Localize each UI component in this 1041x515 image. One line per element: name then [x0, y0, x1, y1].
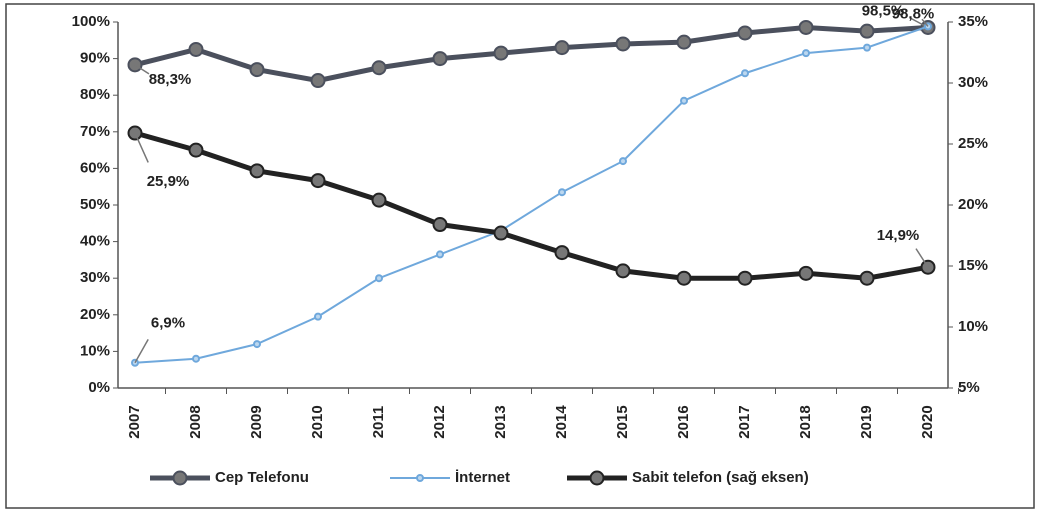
y-tick-label: 70% — [80, 123, 110, 140]
label-leader — [134, 132, 149, 163]
point — [737, 25, 753, 41]
point — [615, 263, 631, 279]
series-line — [134, 24, 929, 84]
point — [436, 250, 444, 259]
point — [371, 60, 387, 76]
x-tick-label: 2014 — [553, 405, 570, 439]
y-tick-label: 20% — [80, 306, 110, 323]
point — [432, 51, 448, 67]
y-tick-label: 10% — [80, 342, 110, 359]
y-tick-label: 0% — [88, 379, 110, 396]
point — [676, 34, 692, 50]
y-tick-label: 30% — [80, 269, 110, 286]
point — [314, 312, 322, 321]
y-tick-label: 40% — [80, 233, 110, 250]
x-tick-label: 2018 — [797, 405, 814, 438]
point — [802, 49, 810, 58]
x-tick-label: 2017 — [736, 405, 753, 438]
point — [493, 45, 509, 61]
point — [558, 188, 566, 197]
x-tick-label: 2008 — [187, 405, 204, 438]
point — [554, 245, 570, 261]
data-label: 88,3% — [149, 71, 192, 88]
x-tick-label: 2016 — [675, 405, 692, 438]
legend-marker — [589, 470, 605, 486]
x-tick-label: 2013 — [492, 405, 509, 438]
y2-tick-label: 30% — [958, 74, 988, 91]
y-tick-label: 80% — [80, 86, 110, 103]
label-leader — [915, 248, 929, 268]
point — [741, 69, 749, 78]
data-label: 25,9% — [147, 173, 190, 190]
chart-border — [5, 3, 1035, 509]
x-tick-label: 2019 — [858, 405, 875, 438]
point — [310, 73, 326, 89]
legend-label: İnternet — [455, 469, 510, 486]
x-tick-label: 2020 — [919, 405, 936, 438]
x-tick-label: 2015 — [614, 405, 631, 438]
data-label: 98,5% — [862, 2, 905, 19]
point — [676, 270, 692, 286]
data-label: 14,9% — [877, 227, 920, 244]
y-tick-label: 50% — [80, 196, 110, 213]
point — [249, 163, 265, 179]
point — [798, 265, 814, 281]
point — [554, 40, 570, 56]
y-tick-label: 60% — [80, 159, 110, 176]
point — [192, 354, 200, 363]
point — [375, 274, 383, 283]
y2-tick-label: 35% — [958, 13, 988, 30]
y2-tick-label: 25% — [958, 135, 988, 152]
point — [188, 142, 204, 158]
y2-tick-label: 10% — [958, 318, 988, 335]
point — [619, 157, 627, 166]
x-tick-label: 2011 — [370, 406, 387, 439]
point — [859, 270, 875, 286]
point — [432, 217, 448, 233]
label-leader — [134, 64, 150, 75]
x-tick-label: 2010 — [309, 405, 326, 438]
point — [680, 96, 688, 105]
y2-tick-label: 15% — [958, 257, 988, 274]
point — [249, 62, 265, 78]
legend-marker — [416, 474, 424, 482]
point — [188, 41, 204, 57]
label-leader — [134, 338, 149, 364]
x-tick-label: 2009 — [248, 405, 265, 438]
x-tick-label: 2012 — [431, 405, 448, 438]
point — [859, 23, 875, 39]
data-label: 6,9% — [151, 315, 185, 332]
y-tick-label: 90% — [80, 50, 110, 67]
point — [615, 36, 631, 52]
legend-label: Sabit telefon (sağ eksen) — [632, 469, 809, 486]
point — [493, 225, 509, 241]
y2-tick-label: 5% — [958, 379, 980, 396]
point — [253, 340, 261, 349]
label-leader — [921, 18, 929, 27]
point — [737, 270, 753, 286]
y-tick-label: 100% — [72, 13, 110, 30]
x-tick-label: 2007 — [126, 405, 143, 438]
point — [798, 19, 814, 35]
legend-marker — [172, 470, 188, 486]
point — [371, 192, 387, 208]
y2-tick-label: 20% — [958, 196, 988, 213]
point — [310, 173, 326, 189]
series-line — [134, 25, 929, 364]
series-line — [134, 130, 929, 281]
data-label: 98,8% — [892, 5, 935, 22]
point — [863, 43, 871, 52]
legend-label: Cep Telefonu — [215, 469, 309, 486]
